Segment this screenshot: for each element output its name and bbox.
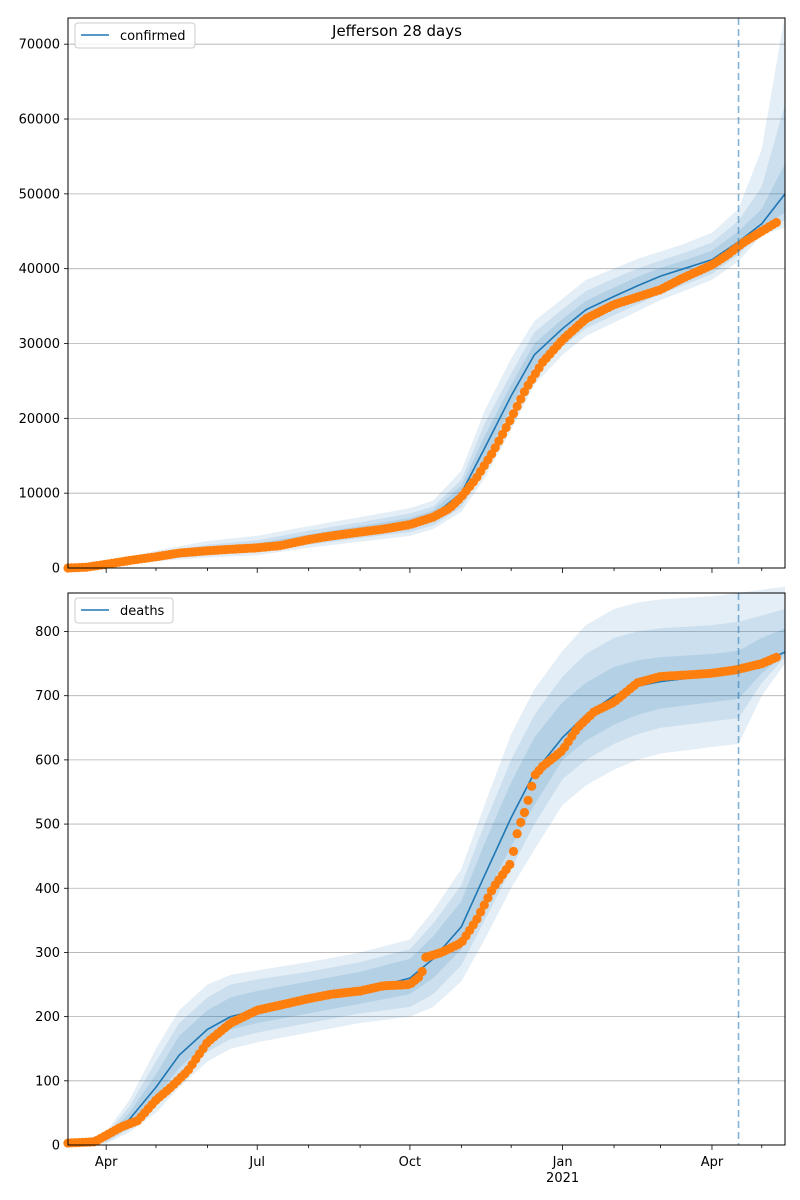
deaths-panel: 0 100 200 300 400 500 600 700 800 deaths Apr Jul Oct… (35, 586, 786, 1186)
y-tick-label: 10000 (19, 487, 60, 502)
observed-point (417, 966, 427, 977)
chart-title: Jefferson 28 days (331, 22, 462, 40)
x-tick-label: Apr (95, 1155, 118, 1170)
confirmed-panel: 0 10000 20000 30000 40000 50000 60000 70000 conf… (19, 14, 786, 577)
y-tick-label: 60000 (19, 113, 60, 128)
observed-point (494, 436, 504, 446)
observed-point (476, 907, 486, 917)
axes-frame (67, 17, 786, 569)
outer-uncertainty-band (68, 14, 785, 569)
y-tick-label: 400 (35, 882, 60, 897)
observed-point (516, 817, 526, 828)
y-tick-label: 800 (35, 625, 60, 640)
observed-point (497, 429, 508, 439)
y-tick-label: 20000 (19, 412, 60, 427)
legend-box (74, 22, 196, 49)
x-tick-label: Oct (399, 1155, 421, 1170)
observed-point (512, 401, 522, 411)
legend: deaths (74, 597, 174, 624)
observed-point (527, 781, 537, 791)
x-tick-label: Apr (701, 1155, 724, 1170)
y-tick-label: 300 (35, 946, 60, 961)
y-tick-label: 30000 (19, 337, 60, 352)
observed-point (516, 394, 526, 404)
model-line (67, 651, 786, 1146)
observed-point (519, 807, 530, 818)
observed-point (479, 900, 489, 910)
y-tick-label: 200 (35, 1010, 60, 1025)
observed-point (512, 829, 522, 839)
y-tick-label: 700 (35, 689, 60, 704)
y-tick-label: 500 (35, 818, 60, 833)
y-tick-label: 600 (35, 753, 60, 768)
middle-uncertainty-band (68, 104, 785, 569)
legend: confirmed (74, 22, 196, 49)
outer-uncertainty-band (68, 586, 785, 1145)
x-tick-label: Jul (248, 1155, 265, 1170)
observed-point (771, 652, 781, 662)
legend-label: deaths (120, 604, 165, 619)
y-tick-label: 70000 (19, 38, 60, 53)
observed-point (501, 422, 511, 433)
y-tick-label: 40000 (19, 262, 60, 277)
legend-label: confirmed (120, 29, 186, 44)
x-tick-label: Jan (552, 1155, 573, 1170)
y-tick-label: 100 (35, 1074, 60, 1089)
observed-point (505, 416, 515, 426)
observed-point (505, 859, 515, 870)
observed-point (472, 914, 482, 924)
y-tick-label: 50000 (19, 187, 60, 202)
x-year-label: 2021 (546, 1171, 579, 1186)
inner-uncertainty-band (68, 628, 785, 1145)
observed-point (508, 409, 519, 419)
observed-point (771, 217, 781, 228)
observed-point (490, 443, 500, 453)
observed-point (508, 846, 519, 856)
axes-frame (67, 592, 786, 1146)
y-tick-label: 0 (52, 1139, 60, 1154)
legend-box (74, 597, 174, 624)
observed-point (523, 795, 533, 805)
observed-point (483, 893, 493, 903)
y-tick-label: 0 (52, 562, 60, 577)
